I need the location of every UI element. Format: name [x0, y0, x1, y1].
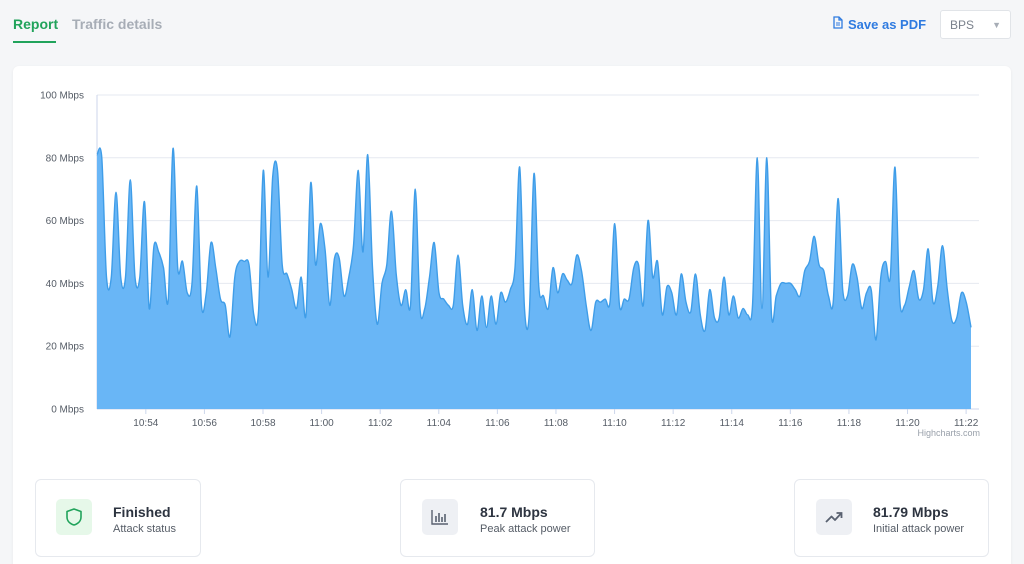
y-axis-labels: 0 Mbps 20 Mbps 40 Mbps 60 Mbps 80 Mbps 100 Mb…	[40, 91, 84, 416]
x-tick-label: 10:58	[250, 418, 275, 429]
x-tick-label: 11:14	[720, 418, 745, 429]
series-area	[97, 147, 971, 410]
save-as-pdf-button[interactable]: Save as PDF	[832, 16, 926, 32]
top-bar: Report Traffic details Save as PDF BPS ▼	[0, 0, 1024, 48]
x-tick-label: 11:02	[368, 418, 393, 429]
unit-select-value: BPS	[950, 17, 975, 32]
chevron-down-icon: ▼	[992, 19, 1001, 30]
y-tick-label: 60 Mbps	[46, 216, 84, 227]
x-tick-label: 11:18	[837, 418, 862, 429]
stat-card-attack-status: Finished Attack status	[35, 479, 201, 557]
x-tick-label: 10:56	[192, 418, 217, 429]
x-tick-label: 11:20	[895, 418, 920, 429]
stat-value: 81.79 Mbps	[873, 504, 949, 520]
stat-card-initial-power: 81.79 Mbps Initial attack power	[794, 479, 989, 557]
unit-select[interactable]: BPS ▼	[940, 10, 1011, 39]
x-tick-label: 11:06	[485, 418, 510, 429]
shield-icon	[56, 499, 92, 535]
x-tick-label: 11:00	[309, 418, 334, 429]
y-tick-label: 100 Mbps	[40, 91, 84, 102]
y-tick-label: 20 Mbps	[46, 342, 84, 353]
save-as-pdf-label: Save as PDF	[848, 16, 927, 32]
tab-report[interactable]: Report	[13, 16, 59, 32]
x-tick-label: 11:10	[602, 418, 627, 429]
document-icon	[832, 16, 844, 32]
stat-label: Attack status	[113, 523, 176, 535]
x-tick-label: 11:22	[954, 418, 979, 429]
x-tick-label: 11:12	[661, 418, 686, 429]
series-line	[96, 147, 972, 341]
active-tab-indicator	[13, 41, 56, 43]
y-tick-label: 0 Mbps	[51, 405, 84, 416]
stat-label: Peak attack power	[480, 523, 571, 535]
x-tick-label: 11:04	[427, 418, 452, 429]
trending-up-icon	[816, 499, 852, 535]
y-tick-label: 80 Mbps	[46, 153, 84, 164]
x-tick-label: 10:54	[133, 418, 158, 429]
x-tick-label: 11:08	[544, 418, 569, 429]
chart-credit[interactable]: Highcharts.com	[917, 428, 980, 438]
stat-label: Initial attack power	[873, 523, 965, 535]
tab-traffic-details[interactable]: Traffic details	[72, 16, 163, 32]
stat-value: 81.7 Mbps	[480, 504, 548, 520]
stat-value: Finished	[113, 504, 171, 520]
bar-chart-icon	[422, 499, 458, 535]
x-axis-labels: 10:54 10:56 10:58 11:00 11:02 11:04 11:06 11:08…	[133, 409, 979, 429]
x-tick-label: 11:16	[778, 418, 803, 429]
y-tick-label: 40 Mbps	[46, 279, 84, 290]
stat-card-peak-power: 81.7 Mbps Peak attack power	[400, 479, 595, 557]
traffic-chart: 0 Mbps 20 Mbps 40 Mbps 60 Mbps 80 Mbps 100 Mb…	[40, 91, 980, 439]
chart-series	[96, 147, 972, 410]
